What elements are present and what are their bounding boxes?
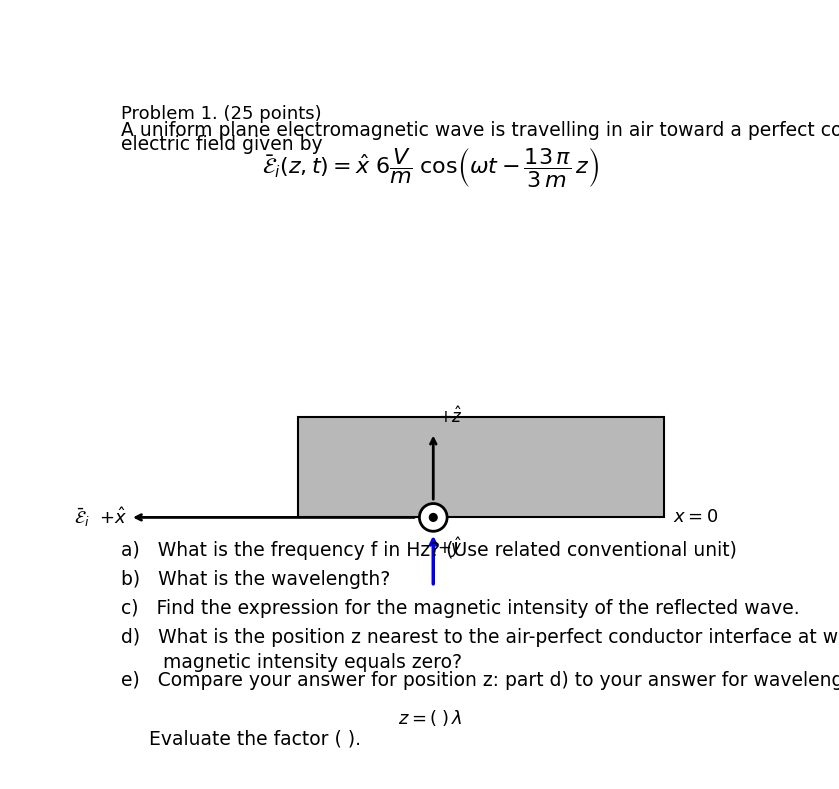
Text: $+\hat{z}$: $+\hat{z}$ bbox=[438, 406, 463, 427]
Text: c)   Find the expression for the magnetic intensity of the reflected wave.: c) Find the expression for the magnetic … bbox=[121, 599, 800, 618]
Text: $\bar{\mathcal{E}}_i(z,t) = \hat{x}\;6\dfrac{V}{m}\;\cos\!\left(\omega t - \dfra: $\bar{\mathcal{E}}_i(z,t) = \hat{x}\;6\d… bbox=[262, 145, 599, 189]
Text: $+\hat{y}$: $+\hat{y}$ bbox=[437, 535, 463, 559]
Text: A uniform plane electromagnetic wave is travelling in air toward a perfect condu: A uniform plane electromagnetic wave is … bbox=[121, 121, 839, 140]
Text: $\bar{\mathcal{E}}_i$  $+\hat{x}$: $\bar{\mathcal{E}}_i$ $+\hat{x}$ bbox=[74, 506, 127, 529]
Text: b)   What is the wavelength?: b) What is the wavelength? bbox=[121, 570, 390, 589]
Circle shape bbox=[420, 503, 447, 531]
Text: electric field given by: electric field given by bbox=[121, 136, 322, 155]
Text: Evaluate the factor ( ).: Evaluate the factor ( ). bbox=[149, 729, 362, 748]
Circle shape bbox=[430, 514, 437, 522]
Text: $x = 0$: $x = 0$ bbox=[673, 508, 718, 526]
Bar bbox=[298, 417, 664, 518]
Text: $z = (\;)\,\lambda$: $z = (\;)\,\lambda$ bbox=[399, 708, 462, 727]
Text: d)   What is the position z nearest to the air-perfect conductor interface at wh: d) What is the position z nearest to the… bbox=[121, 628, 839, 672]
Text: Problem 1. (25 points): Problem 1. (25 points) bbox=[121, 106, 321, 123]
Text: e)   Compare your answer for position z: part d) to your answer for wavelength: : e) Compare your answer for position z: p… bbox=[121, 671, 839, 690]
Text: a)   What is the frequency f in Hz? (Use related conventional unit): a) What is the frequency f in Hz? (Use r… bbox=[121, 540, 737, 559]
